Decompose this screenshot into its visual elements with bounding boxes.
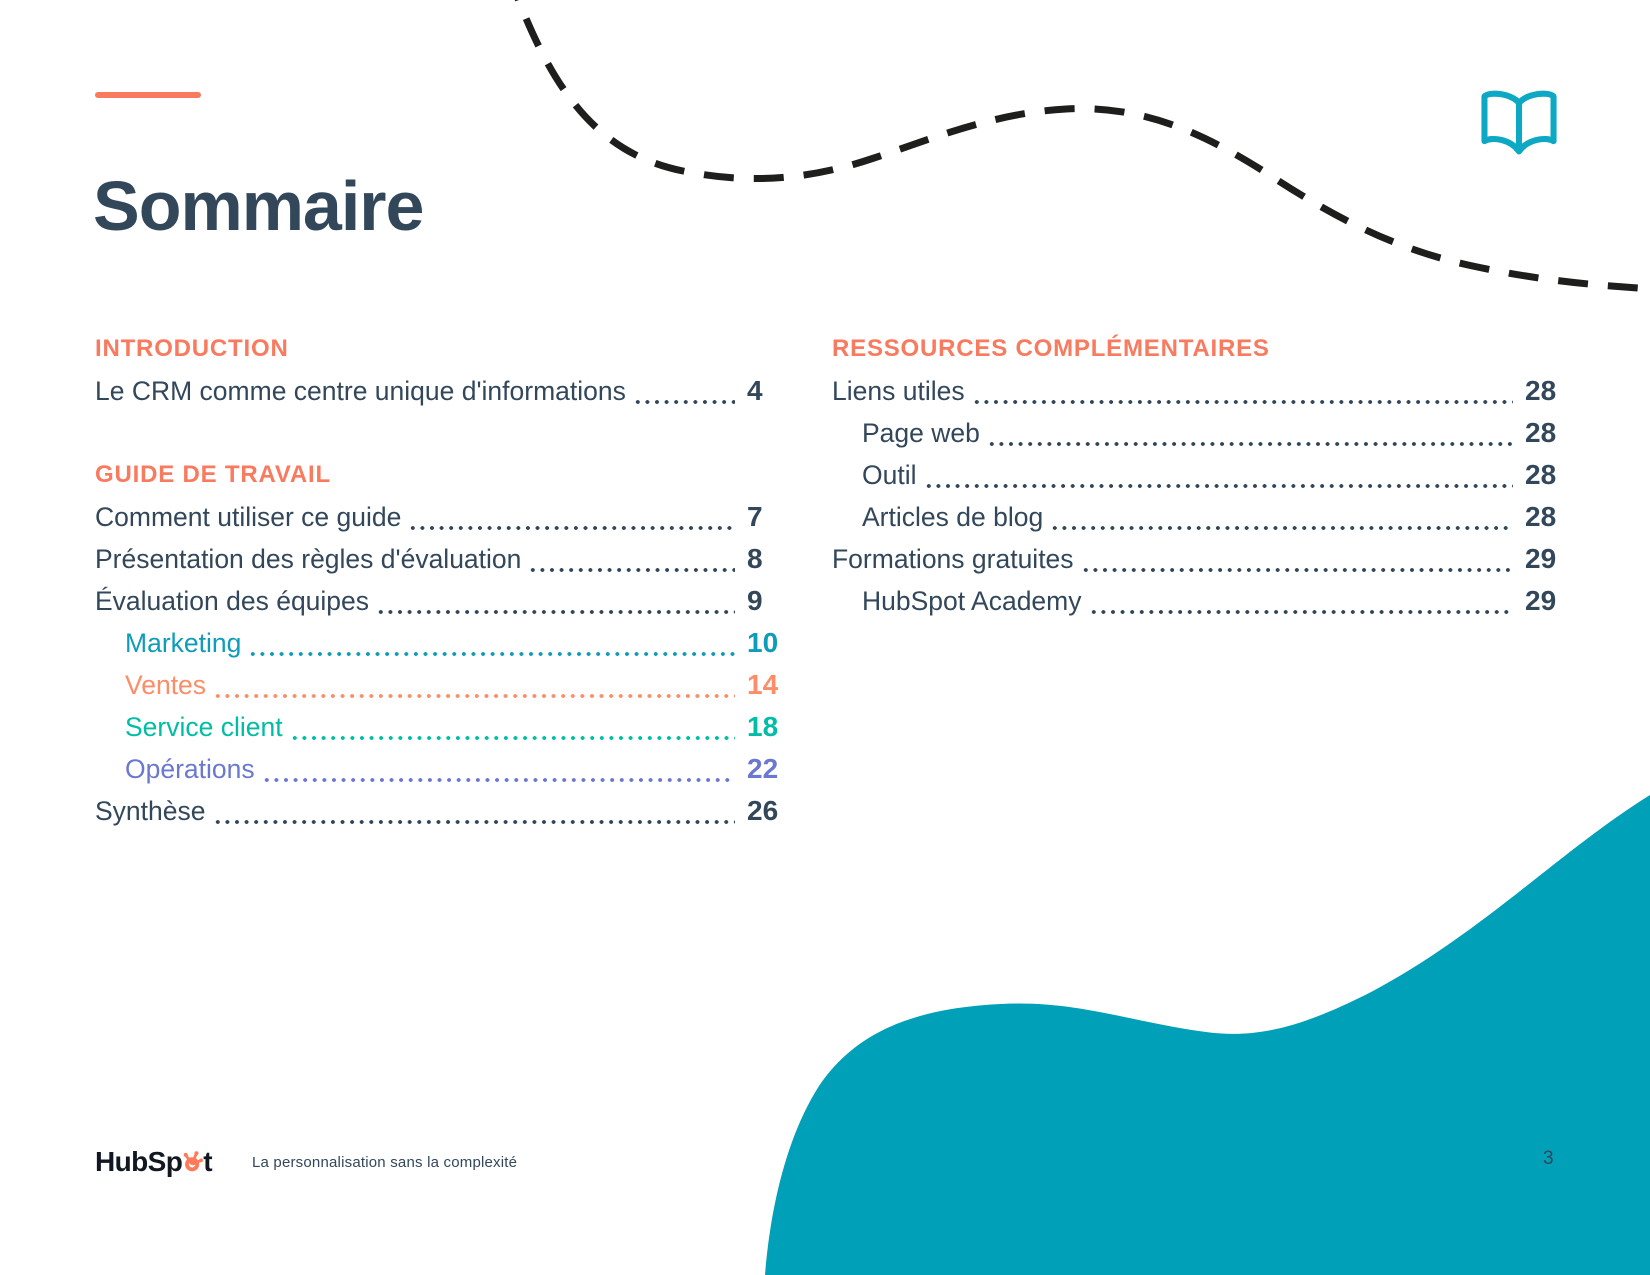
toc-entry-label: Synthèse	[95, 796, 206, 826]
toc-row[interactable]: Le CRM comme centre unique d'information…	[95, 370, 783, 412]
dot-leader	[261, 777, 735, 782]
logo-text-left: HubSp	[95, 1146, 183, 1177]
toc-entry-label: Marketing	[125, 628, 242, 658]
toc-row[interactable]: HubSpot Academy 29	[832, 580, 1561, 622]
toc-entry-label: Service client	[125, 712, 283, 742]
dot-leader	[1080, 567, 1513, 572]
toc-entry-page: 29	[1525, 585, 1557, 616]
toc-section-header: RESSOURCES COMPLÉMENTAIRES	[832, 335, 1270, 362]
toc-section: INTRODUCTION Le CRM comme centre unique d…	[95, 328, 783, 412]
toc-row[interactable]: Marketing 10	[95, 622, 783, 664]
toc-section: RESSOURCES COMPLÉMENTAIRES Liens utiles 28…	[832, 328, 1561, 622]
toc-entry-label: Ventes	[125, 670, 207, 700]
toc-row[interactable]: Opérations 22	[95, 748, 783, 790]
toc-row[interactable]: Articles de blog 28	[832, 496, 1561, 538]
dot-leader	[408, 525, 735, 530]
toc-entry-page: 10	[747, 627, 779, 658]
toc-row[interactable]: Page web 28	[832, 412, 1561, 454]
dot-leader	[212, 819, 735, 824]
toc-entry-page: 4	[747, 375, 763, 406]
toc-entry-label: Formations gratuites	[832, 544, 1074, 574]
toc-row[interactable]: Ventes 14	[95, 664, 783, 706]
toc-entry-page: 9	[747, 585, 763, 616]
open-book-icon	[1481, 90, 1557, 155]
toc-entry-label: Le CRM comme centre unique d'information…	[95, 376, 626, 406]
toc-row[interactable]: Évaluation des équipes 9	[95, 580, 783, 622]
toc-entry-label: Opérations	[125, 754, 255, 784]
hubspot-sprocket-icon	[183, 1150, 204, 1171]
toc-section-header: GUIDE DE TRAVAIL	[95, 461, 331, 488]
toc-column-left: INTRODUCTION Le CRM comme centre unique d…	[95, 328, 783, 832]
page-number: 3	[1543, 1148, 1554, 1169]
toc-entry-label: Liens utiles	[832, 376, 965, 406]
accent-bar	[95, 92, 201, 98]
dot-leader	[986, 441, 1513, 446]
toc-entry-label: Évaluation des équipes	[95, 586, 370, 616]
dot-leader	[248, 651, 735, 656]
dot-leader	[1088, 609, 1513, 614]
footer: HubSp t La personnalisation sans la compl…	[95, 1141, 517, 1183]
toc-column-right: RESSOURCES COMPLÉMENTAIRES Liens utiles 28…	[832, 328, 1561, 622]
page-title: Sommaire	[93, 167, 424, 245]
toc-entry-label: Page web	[862, 418, 980, 448]
toc-entry-page: 18	[747, 711, 779, 742]
dot-leader	[971, 399, 1513, 404]
toc-entry-page: 7	[747, 501, 763, 532]
toc-entry-page: 28	[1525, 375, 1557, 406]
dot-leader	[632, 399, 735, 404]
toc-row[interactable]: Synthèse 26	[95, 790, 783, 832]
toc-row[interactable]: Outil 28	[832, 454, 1561, 496]
toc-entry-page: 29	[1525, 543, 1557, 574]
toc-entry-label: Articles de blog	[862, 502, 1044, 532]
logo-text-right: t	[203, 1146, 212, 1177]
dot-leader	[1050, 525, 1513, 530]
toc-entry-label: HubSpot Academy	[862, 586, 1082, 616]
toc-row[interactable]: Présentation des règles d'évaluation 8	[95, 538, 783, 580]
dot-leader	[923, 483, 1513, 488]
dot-leader	[376, 609, 735, 614]
toc-entry-page: 26	[747, 795, 779, 826]
toc-entry-page: 8	[747, 543, 763, 574]
toc-entry-page: 28	[1525, 459, 1557, 490]
dot-leader	[528, 567, 735, 572]
toc-entry-page: 28	[1525, 501, 1557, 532]
toc-row[interactable]: Formations gratuites 29	[832, 538, 1561, 580]
toc-entry-label: Outil	[862, 460, 917, 490]
toc-entry-page: 14	[747, 669, 779, 700]
toc-row[interactable]: Liens utiles 28	[832, 370, 1561, 412]
toc-entry-label: Présentation des règles d'évaluation	[95, 544, 522, 574]
toc-section-header: INTRODUCTION	[95, 335, 289, 362]
toc-entry-page: 28	[1525, 417, 1557, 448]
toc-entry-page: 22	[747, 753, 779, 784]
toc-entry-label: Comment utiliser ce guide	[95, 502, 402, 532]
hubspot-logo: HubSp t	[95, 1146, 213, 1178]
toc-section: GUIDE DE TRAVAIL Comment utiliser ce guid…	[95, 454, 783, 832]
dot-leader	[213, 693, 735, 698]
dot-leader	[289, 735, 735, 740]
teal-blob-shape	[765, 795, 1650, 1275]
toc-row[interactable]: Service client 18	[95, 706, 783, 748]
footer-tagline: La personnalisation sans la complexité	[251, 1153, 518, 1171]
toc-row[interactable]: Comment utiliser ce guide 7	[95, 496, 783, 538]
